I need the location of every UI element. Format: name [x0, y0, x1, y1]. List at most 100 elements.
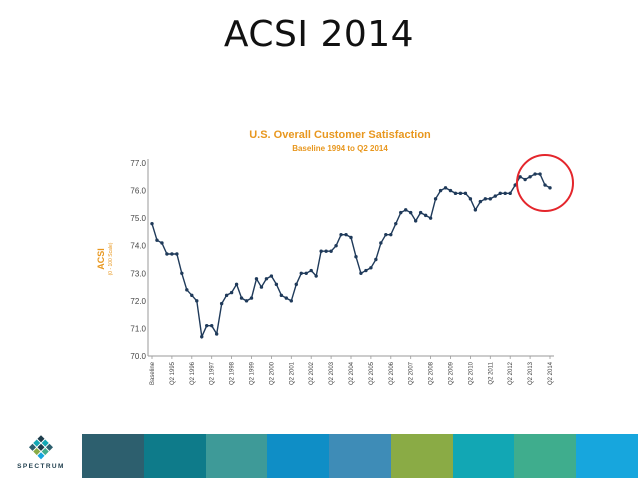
- data-point: [274, 282, 279, 287]
- footer-color-bar: [452, 434, 515, 478]
- data-point: [219, 301, 224, 306]
- data-point: [190, 293, 194, 298]
- spectrum-logo-icon: [28, 435, 54, 460]
- data-point: [399, 210, 403, 215]
- data-point: [409, 210, 413, 215]
- data-point: [334, 244, 338, 248]
- x-tick-label: Q2 2001: [289, 361, 295, 385]
- x-tick-label: Q2 2008: [429, 361, 435, 385]
- data-point: [304, 271, 308, 275]
- data-point: [319, 249, 323, 253]
- data-point: [394, 221, 398, 226]
- data-point: [493, 194, 497, 198]
- x-tick-label: Q2 2007: [409, 361, 415, 385]
- data-point: [249, 296, 254, 300]
- data-point: [458, 191, 463, 196]
- x-tick-label: Q2 2002: [309, 361, 315, 385]
- data-point: [364, 268, 368, 273]
- data-point: [224, 293, 229, 298]
- line-chart: U.S. Overall Customer Satisfaction Basel…: [96, 129, 574, 385]
- y-axis-scale-note: (0 - 100 Scale): [108, 242, 114, 275]
- data-point: [210, 323, 214, 328]
- data-point: [175, 252, 179, 256]
- data-point: [155, 238, 159, 242]
- data-point: [379, 241, 383, 245]
- data-point: [423, 213, 428, 218]
- x-tick-label: Q2 2012: [508, 361, 514, 385]
- data-point: [170, 252, 174, 256]
- data-point: [483, 197, 488, 201]
- x-tick-label: Q2 1997: [210, 361, 216, 385]
- data-point: [195, 299, 199, 303]
- data-point: [299, 271, 303, 275]
- y-tick-label: 71.0: [130, 324, 146, 333]
- x-tick-label: Q2 2003: [329, 361, 335, 385]
- data-point: [433, 197, 438, 201]
- data-point: [165, 252, 169, 256]
- data-point: [548, 186, 552, 190]
- chart-title: U.S. Overall Customer Satisfaction: [249, 129, 431, 141]
- y-tick-label: 70.0: [130, 352, 146, 361]
- x-tick-label: Q2 2009: [449, 361, 455, 385]
- y-axis-ticks: 77.0 76.0 75.0 74.0 73.0 72.0 71.0 70.0: [130, 159, 146, 361]
- data-point: [180, 271, 184, 275]
- y-tick-label: 77.0: [130, 159, 146, 168]
- x-tick-label: Q2 1995: [170, 361, 176, 385]
- data-point: [200, 335, 204, 339]
- footer-color-bar: [576, 434, 638, 478]
- data-point: [150, 221, 154, 226]
- data-point: [185, 288, 189, 292]
- data-point: [498, 191, 502, 196]
- x-tick-label: Q2 2011: [488, 361, 494, 384]
- data-point: [269, 274, 274, 278]
- data-point: [359, 271, 363, 275]
- data-point: [538, 172, 542, 176]
- x-tick-label: Q2 2014: [548, 361, 554, 385]
- footer-color-bar: [329, 434, 391, 478]
- footer-color-bar: [205, 434, 268, 478]
- data-point: [264, 277, 269, 281]
- chart-subtitle: Baseline 1994 to Q2 2014: [292, 144, 388, 153]
- x-tick-label: Q2 1999: [250, 361, 256, 385]
- data-point: [428, 216, 433, 220]
- data-point: [339, 232, 343, 237]
- spectrum-logo: SPECTRUM: [0, 434, 82, 478]
- data-point: [533, 172, 537, 176]
- data-point: [344, 232, 348, 237]
- y-tick-label: 76.0: [130, 187, 146, 196]
- x-tick-label: Q2 1998: [230, 361, 236, 385]
- data-point: [513, 183, 517, 187]
- chart-axes: [147, 159, 554, 357]
- data-point: [463, 191, 468, 196]
- data-point: [384, 232, 388, 237]
- data-point: [214, 332, 219, 336]
- footer-color-bars: [82, 434, 638, 478]
- data-point: [294, 282, 298, 287]
- data-point: [349, 235, 353, 240]
- y-axis-label: ACSI: [96, 248, 106, 270]
- data-point: [229, 290, 234, 295]
- data-point: [374, 257, 378, 262]
- x-tick-label: Q2 2000: [269, 361, 275, 385]
- y-tick-label: 73.0: [130, 269, 146, 278]
- footer-color-bar: [514, 434, 577, 478]
- data-point: [413, 219, 418, 223]
- data-point: [314, 274, 318, 278]
- data-series: [150, 172, 552, 340]
- data-point: [369, 266, 373, 270]
- data-point: [284, 296, 289, 300]
- x-tick-label: Q2 1996: [190, 361, 196, 385]
- x-tick-label: Q2 2004: [349, 361, 355, 385]
- data-point: [244, 299, 249, 303]
- data-point: [508, 191, 512, 196]
- data-point: [468, 197, 473, 201]
- y-tick-label: 75.0: [130, 214, 146, 223]
- data-point: [418, 210, 423, 215]
- data-point: [324, 249, 328, 253]
- x-axis-ticks: Baseline Q2 1995 Q2 1996 Q2 1997 Q2 1998 Q2 1…: [150, 356, 554, 385]
- footer-color-bar: [390, 434, 453, 478]
- data-point: [254, 277, 259, 281]
- footer-color-bar: [82, 434, 144, 478]
- logo-text: SPECTRUM: [17, 463, 65, 470]
- data-point: [329, 249, 333, 253]
